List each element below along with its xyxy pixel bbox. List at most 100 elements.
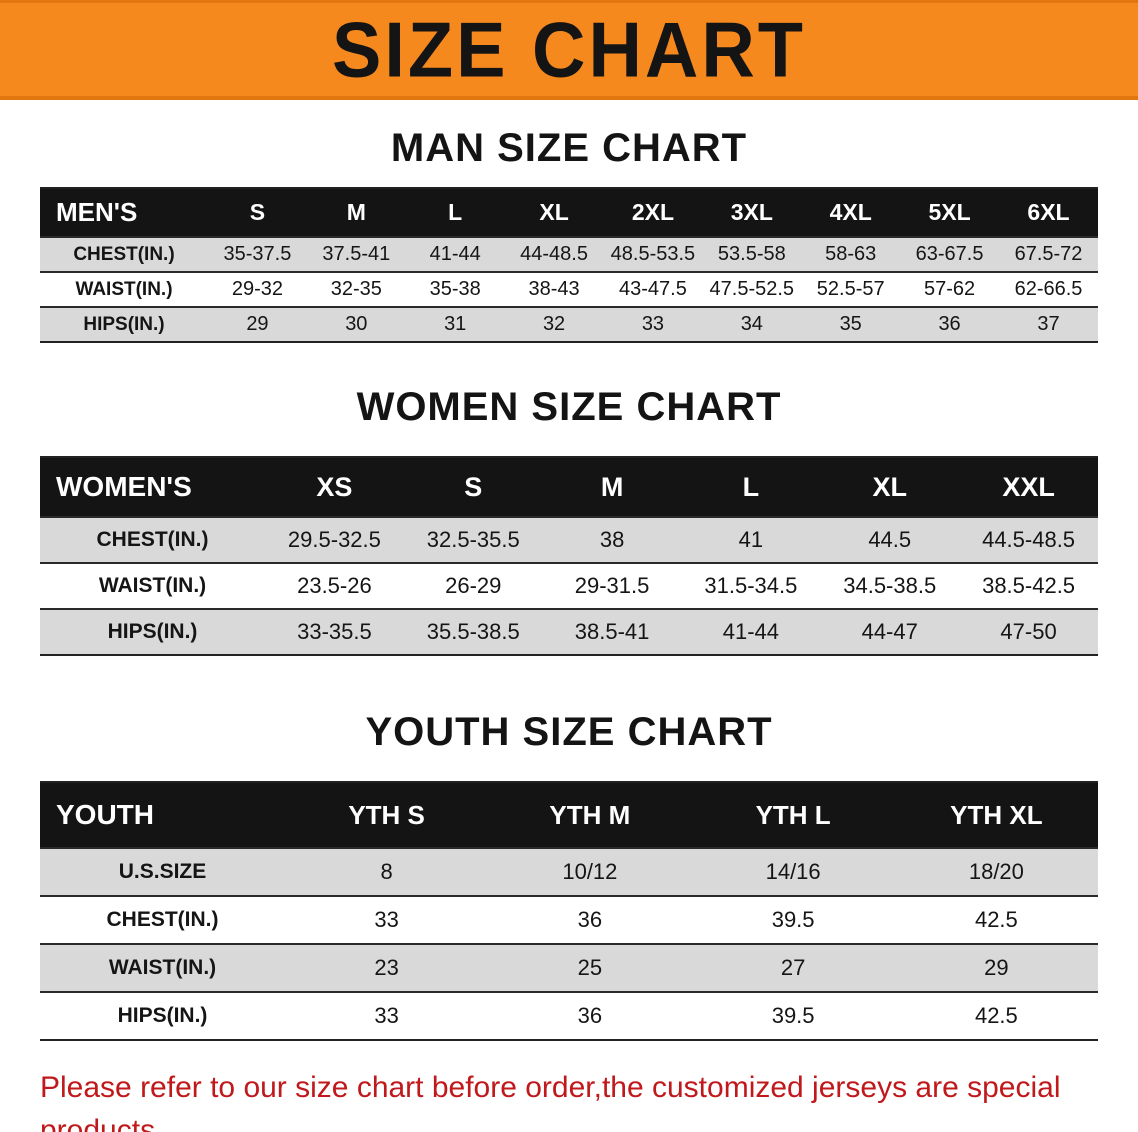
youth-section-heading: YOUTH SIZE CHART [365, 710, 773, 754]
table-header-row: MEN'S S M L XL 2XL 3XL 4XL 5XL 6XL [40, 188, 1098, 237]
size-value-cell: 33 [374, 1003, 399, 1028]
disclaimer-line-1: Please refer to our size chart before or… [40, 1071, 1061, 1132]
size-column-header: 4XL [829, 199, 872, 225]
size-value-cell: 29.5-32.5 [287, 527, 381, 552]
size-value-cell: 43-47.5 [619, 278, 687, 300]
size-value-cell: 47.5-52.5 [709, 278, 795, 300]
size-value-cell: 47-50 [1000, 619, 1057, 644]
size-column-header: XL [872, 471, 907, 502]
size-value-cell: 23 [374, 955, 399, 980]
size-value-cell: 34 [740, 313, 763, 335]
measurement-label: WAIST(IN.) [98, 574, 207, 597]
size-value-cell: 58-63 [825, 243, 877, 265]
size-value-cell: 53.5-58 [717, 243, 786, 265]
size-column-header: S [249, 199, 266, 225]
measurement-label: CHEST(IN.) [96, 528, 209, 551]
table-row: WAIST(IN.) 23 25 27 29 [40, 944, 1098, 992]
size-value-cell: 8 [380, 859, 393, 884]
size-value-cell: 29-31.5 [574, 573, 650, 598]
size-value-cell: 38-43 [528, 278, 580, 300]
table-row: CHEST(IN.) 29.5-32.5 32.5-35.5 38 41 44.5 44.5… [40, 517, 1098, 563]
size-value-cell: 52.5-57 [816, 278, 885, 300]
size-value-cell: 29-32 [231, 278, 284, 300]
size-value-cell: 27 [780, 955, 806, 980]
measurement-label: HIPS(IN.) [117, 1004, 208, 1027]
measurement-label: U.S.SIZE [118, 860, 207, 883]
size-column-header: M [346, 199, 366, 225]
women-size-table: WOMEN'S XS S M L XL XXL CHEST(IN.) 29.5-32.5 32.5… [40, 456, 1098, 656]
table-row: WAIST(IN.) 23.5-26 26-29 29-31.5 31.5-34.5 34… [40, 563, 1098, 609]
size-value-cell: 18/20 [968, 859, 1024, 884]
page-title: SIZE CHART [332, 5, 806, 93]
size-value-cell: 41 [738, 527, 764, 552]
size-value-cell: 36 [938, 313, 961, 335]
size-value-cell: 35-38 [429, 278, 481, 300]
size-value-cell: 62-66.5 [1014, 278, 1083, 300]
size-value-cell: 29 [984, 955, 1009, 980]
youth-size-table: YOUTH YTH S YTH M YTH L YTH XL U.S.SIZE 8 10/12… [40, 781, 1098, 1041]
size-value-cell: 39.5 [771, 907, 815, 932]
size-value-cell: 48.5-53.5 [610, 243, 696, 265]
measurement-label: HIPS(IN.) [83, 313, 165, 335]
size-value-cell: 67.5-72 [1014, 243, 1083, 265]
size-value-cell: 35 [839, 313, 862, 335]
size-column-header: YTH L [755, 799, 831, 830]
table-row: U.S.SIZE 8 10/12 14/16 18/20 [40, 848, 1098, 896]
table-row: HIPS(IN.) 33-35.5 35.5-38.5 38.5-41 41-44 44-… [40, 609, 1098, 655]
measurement-label: WAIST(IN.) [75, 278, 173, 300]
measurement-label: CHEST(IN.) [73, 243, 175, 265]
size-column-header: 2XL [631, 199, 675, 225]
size-value-cell: 37.5-41 [322, 243, 391, 265]
size-value-cell: 63-67.5 [915, 243, 984, 265]
table-row: HIPS(IN.) 29 30 31 32 33 34 35 36 37 [40, 307, 1098, 342]
size-column-header: XXL [1002, 471, 1055, 502]
size-value-cell: 38.5-42.5 [982, 573, 1076, 598]
size-value-cell: 35-37.5 [223, 243, 292, 265]
banner: SIZE CHART [0, 0, 1138, 100]
table-corner-label: YOUTH [56, 799, 154, 830]
women-section-heading: WOMEN SIZE CHART [356, 385, 782, 429]
size-value-cell: 44-47 [861, 619, 918, 644]
size-value-cell: 30 [345, 313, 368, 335]
size-value-cell: 31 [444, 313, 467, 335]
size-value-cell: 33-35.5 [297, 619, 372, 644]
size-value-cell: 42.5 [974, 1003, 1018, 1028]
measurement-label: HIPS(IN.) [107, 620, 198, 643]
measurement-label: CHEST(IN.) [106, 908, 219, 931]
size-column-header: M [600, 471, 624, 502]
size-value-cell: 10/12 [562, 859, 618, 884]
table-header-row: WOMEN'S XS S M L XL XXL [40, 457, 1098, 517]
table-row: WAIST(IN.) 29-32 32-35 35-38 38-43 43-47.5 47.… [40, 272, 1098, 307]
size-value-cell: 34.5-38.5 [843, 573, 937, 598]
size-column-header: XL [539, 199, 569, 225]
size-value-cell: 32 [542, 313, 566, 335]
size-value-cell: 57-62 [923, 278, 976, 300]
size-column-header: L [448, 199, 463, 225]
size-column-header: 5XL [928, 199, 971, 225]
size-value-cell: 23.5-26 [297, 573, 372, 598]
size-value-cell: 14/16 [765, 859, 821, 884]
size-value-cell: 42.5 [974, 907, 1018, 932]
size-value-cell: 33 [374, 907, 399, 932]
size-value-cell: 44.5-48.5 [982, 527, 1076, 552]
size-value-cell: 36 [577, 907, 603, 932]
size-value-cell: 38.5-41 [574, 619, 650, 644]
size-column-header: YTH S [348, 799, 425, 830]
size-value-cell: 41-44 [429, 243, 481, 265]
size-value-cell: 32.5-35.5 [426, 527, 520, 552]
table-row: CHEST(IN.) 35-37.5 37.5-41 41-44 44-48.5 48.5… [40, 237, 1098, 272]
size-value-cell: 26-29 [445, 573, 502, 598]
size-value-cell: 44.5 [868, 527, 912, 552]
men-section-heading: MAN SIZE CHART [390, 126, 748, 170]
size-column-header: YTH M [549, 799, 631, 830]
table-header-row: YOUTH YTH S YTH M YTH L YTH XL [40, 782, 1098, 848]
size-column-header: S [464, 471, 483, 502]
size-value-cell: 29 [246, 313, 269, 335]
size-value-cell: 35.5-38.5 [426, 619, 520, 644]
measurement-label: WAIST(IN.) [108, 956, 217, 979]
size-value-cell: 31.5-34.5 [704, 573, 798, 598]
men-size-table: MEN'S S M L XL 2XL 3XL 4XL 5XL 6XL CHEST(IN.) 35-37… [40, 187, 1098, 343]
disclaimer-note: Please refer to our size chart before or… [40, 1067, 1110, 1132]
size-column-header: XS [316, 471, 353, 502]
